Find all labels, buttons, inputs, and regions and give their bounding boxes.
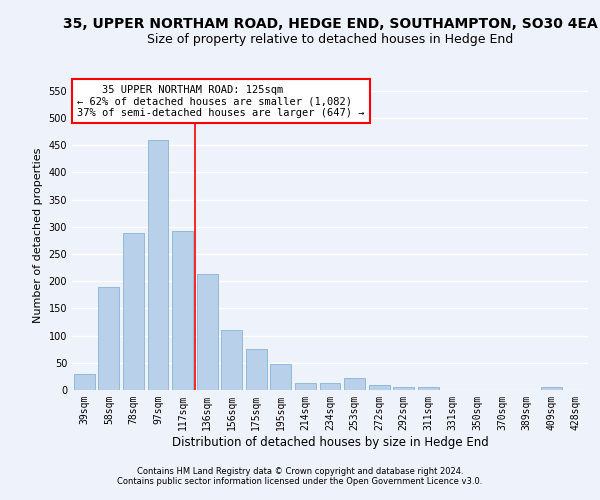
Bar bbox=[98, 286, 119, 390]
Bar bbox=[123, 234, 144, 390]
X-axis label: Distribution of detached houses by size in Hedge End: Distribution of detached houses by size … bbox=[172, 436, 488, 448]
Bar bbox=[148, 140, 169, 390]
Bar bbox=[246, 349, 267, 390]
Text: 35 UPPER NORTHAM ROAD: 125sqm
← 62% of detached houses are smaller (1,082)
37% o: 35 UPPER NORTHAM ROAD: 125sqm ← 62% of d… bbox=[77, 84, 365, 118]
Text: 35, UPPER NORTHAM ROAD, HEDGE END, SOUTHAMPTON, SO30 4EA: 35, UPPER NORTHAM ROAD, HEDGE END, SOUTH… bbox=[62, 18, 598, 32]
Bar bbox=[393, 388, 414, 390]
Bar bbox=[295, 383, 316, 390]
Bar bbox=[541, 388, 562, 390]
Bar bbox=[172, 231, 193, 390]
Text: Size of property relative to detached houses in Hedge End: Size of property relative to detached ho… bbox=[147, 32, 513, 46]
Y-axis label: Number of detached properties: Number of detached properties bbox=[33, 148, 43, 322]
Bar bbox=[418, 388, 439, 390]
Bar bbox=[197, 274, 218, 390]
Text: Contains HM Land Registry data © Crown copyright and database right 2024.: Contains HM Land Registry data © Crown c… bbox=[137, 467, 463, 476]
Bar bbox=[74, 374, 95, 390]
Bar bbox=[344, 378, 365, 390]
Text: Contains public sector information licensed under the Open Government Licence v3: Contains public sector information licen… bbox=[118, 477, 482, 486]
Bar bbox=[320, 383, 340, 390]
Bar bbox=[271, 364, 292, 390]
Bar bbox=[221, 330, 242, 390]
Bar bbox=[368, 384, 389, 390]
